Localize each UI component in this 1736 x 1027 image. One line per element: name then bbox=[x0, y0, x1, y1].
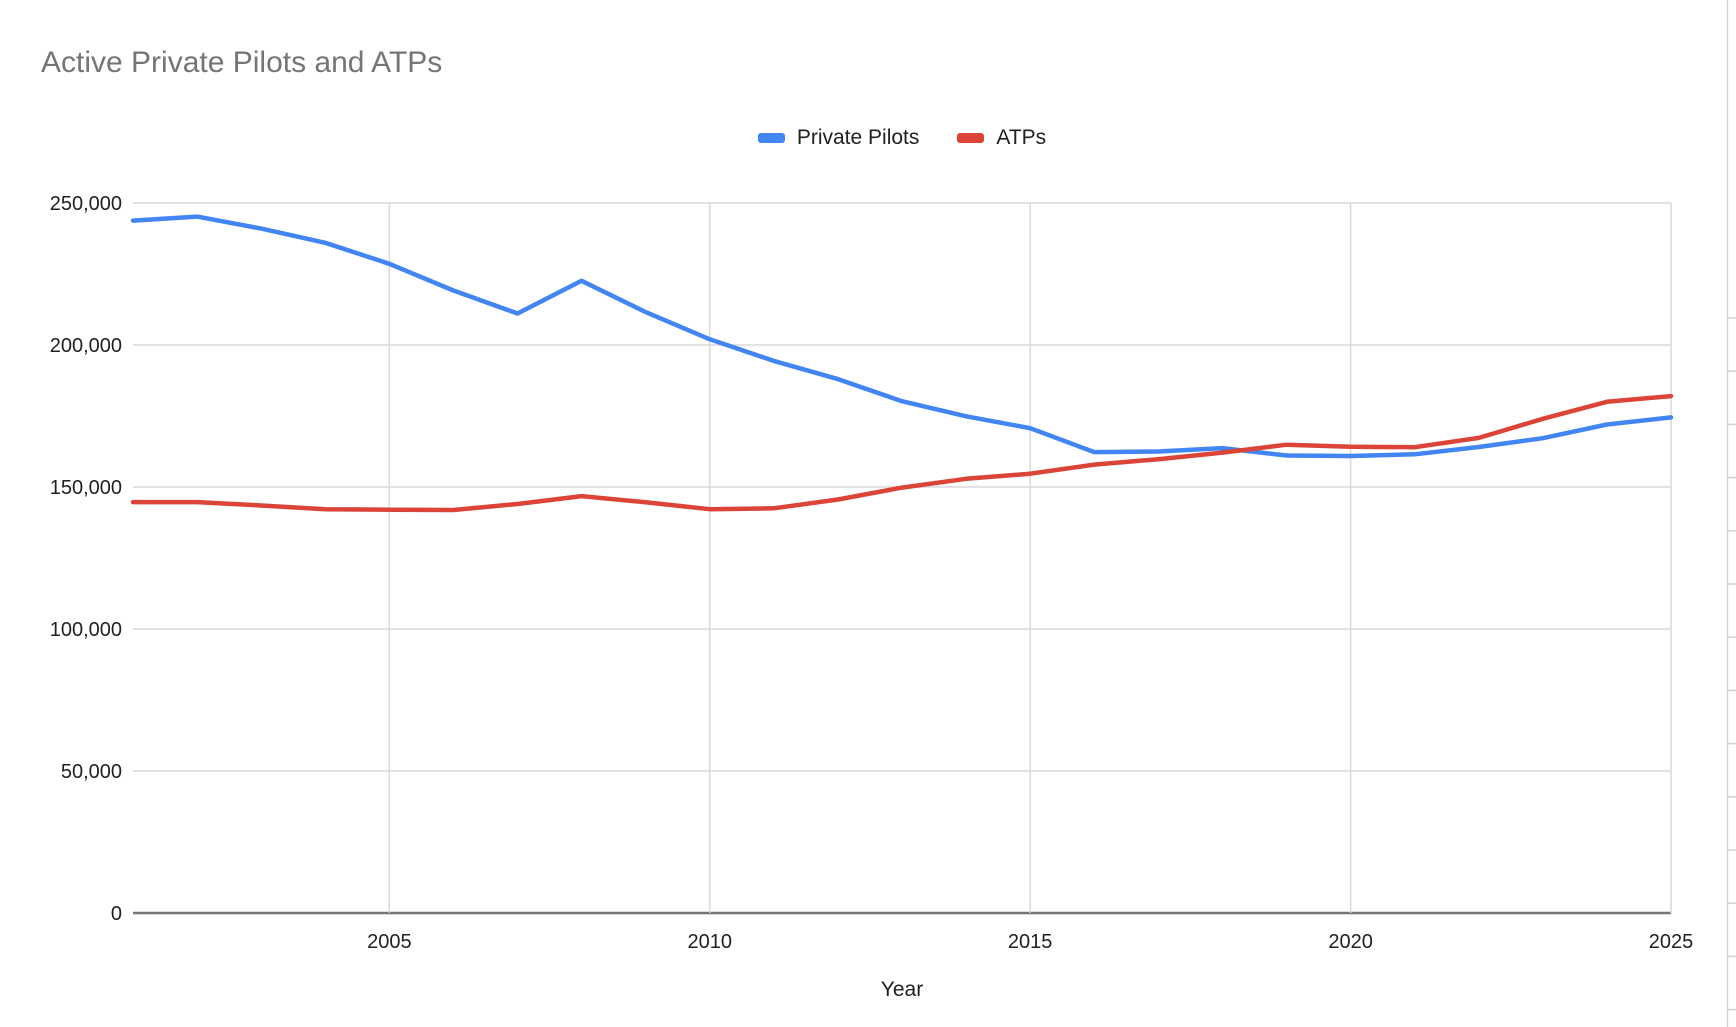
y-axis-tick-label: 100,000 bbox=[50, 619, 122, 641]
x-axis-tick-label: 2010 bbox=[688, 931, 733, 953]
legend-label: ATPs bbox=[996, 126, 1047, 149]
y-axis-tick-label: 50,000 bbox=[61, 761, 122, 783]
legend-swatch-icon bbox=[757, 133, 785, 143]
series-line-atps bbox=[130, 393, 1674, 513]
x-axis-tick-label: 2015 bbox=[1008, 931, 1053, 953]
chart-title: Active Private Pilots and ATPs bbox=[41, 46, 443, 79]
x-axis-tick-label: 2005 bbox=[367, 931, 412, 953]
legend: Private Pilots ATPs bbox=[133, 126, 1671, 150]
y-axis-tick-label: 150,000 bbox=[50, 477, 122, 499]
y-axis-tick-label: 200,000 bbox=[50, 335, 122, 357]
x-axis-tick-label: 2025 bbox=[1649, 931, 1694, 953]
x-axis-tick-label: 2020 bbox=[1328, 931, 1373, 953]
legend-label: Private Pilots bbox=[796, 126, 920, 149]
x-axis-title: Year bbox=[880, 978, 924, 1001]
legend-swatch-icon bbox=[957, 133, 985, 143]
series-line-private-pilots bbox=[130, 214, 1674, 459]
legend-item-private-pilots: Private Pilots bbox=[757, 126, 920, 150]
spreadsheet-edge-strip[interactable] bbox=[1726, 0, 1736, 1027]
y-axis-tick-label: 250,000 bbox=[50, 193, 122, 215]
y-axis-tick-label: 0 bbox=[111, 903, 122, 925]
legend-item-atps: ATPs bbox=[957, 126, 1046, 150]
